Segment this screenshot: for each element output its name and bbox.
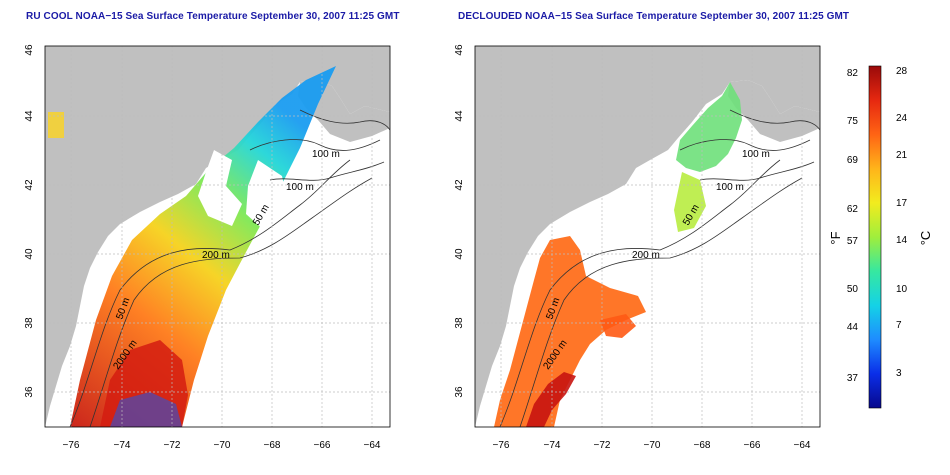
sst-georges-bank — [674, 172, 706, 232]
land-mass — [45, 46, 390, 427]
contour-label: 200 m — [632, 250, 660, 261]
contour-label: 100 m — [742, 149, 770, 160]
x-tick-label: −68 — [264, 440, 281, 451]
f-tick-label: 37 — [847, 373, 859, 384]
cloud-gap — [198, 150, 242, 226]
f-tick-label: 57 — [847, 236, 859, 247]
bathymetry-contour — [699, 161, 815, 181]
bathymetry-contour — [299, 109, 390, 131]
c-tick-label: 10 — [896, 284, 908, 295]
y-tick-label: 38 — [24, 317, 35, 329]
c-tick-label: 14 — [896, 235, 908, 246]
f-tick-label: 82 — [847, 68, 859, 79]
f-tick-label: 50 — [847, 284, 859, 295]
y-tick-label: 46 — [24, 44, 35, 56]
f-tick-label: 62 — [847, 204, 859, 215]
map-grid — [475, 46, 820, 427]
y-tick-label: 38 — [454, 317, 465, 329]
x-tick-label: −74 — [114, 440, 131, 451]
bathymetry-contour — [499, 159, 781, 427]
f-tick-label: 69 — [847, 155, 859, 166]
y-tick-label: 36 — [24, 386, 35, 398]
y-tick-label: 42 — [454, 179, 465, 191]
left-map-title: RU COOL NOAA−15 Sea Surface Temperature … — [26, 11, 400, 22]
y-tick-label: 42 — [24, 179, 35, 191]
sst-offshore-patch — [600, 314, 636, 338]
sst-gulf-of-maine — [676, 82, 742, 172]
land-nova-scotia — [728, 80, 820, 142]
colorbar-scale — [868, 65, 882, 409]
contour-label: 100 m — [312, 149, 340, 160]
x-tick-label: −72 — [164, 440, 181, 451]
x-tick-label: −74 — [544, 440, 561, 451]
sst-map-raw: 100 m 100 m 50 m 200 m 50 m 2000 m −76 −… — [24, 44, 391, 451]
land-mass — [475, 46, 820, 427]
right-map-title: DECLOUDED NOAA−15 Sea Surface Temperatur… — [458, 11, 850, 22]
x-tick-label: −64 — [364, 440, 381, 451]
y-tick-label: 40 — [24, 248, 35, 260]
sst-cold-patch — [110, 392, 182, 427]
cloud-gap — [246, 160, 290, 232]
bathymetry-contour — [249, 139, 381, 151]
sst-swath — [70, 66, 336, 427]
sst-hot-core — [526, 372, 576, 427]
small-island — [48, 112, 64, 138]
bathymetry-contour — [729, 109, 820, 131]
c-tick-label: 7 — [896, 320, 902, 331]
y-tick-label: 46 — [454, 44, 465, 56]
x-axis: −76 −74 −72 −70 −68 −66 −64 — [493, 440, 811, 451]
x-axis: −76 −74 −72 −70 −68 −66 −64 — [63, 440, 381, 451]
f-tick-label: 75 — [847, 116, 859, 127]
fahrenheit-ticks: 82 75 69 62 57 50 44 37 — [847, 68, 859, 384]
y-axis: 36 38 40 42 44 46 — [24, 44, 35, 398]
y-axis: 36 38 40 42 44 46 — [454, 44, 465, 398]
x-tick-label: −64 — [794, 440, 811, 451]
sst-warm-waters — [494, 236, 646, 427]
contour-label: 200 m — [202, 250, 230, 261]
x-tick-label: −76 — [63, 440, 80, 451]
x-tick-label: −66 — [314, 440, 331, 451]
c-tick-label: 17 — [896, 198, 908, 209]
c-tick-label: 24 — [896, 113, 908, 124]
bathymetry-contour — [679, 139, 811, 151]
y-tick-label: 44 — [454, 110, 465, 122]
celsius-ticks: 28 24 21 17 14 10 7 3 — [896, 66, 908, 379]
y-tick-label: 40 — [454, 248, 465, 260]
x-tick-label: −72 — [594, 440, 611, 451]
c-tick-label: 21 — [896, 150, 908, 161]
x-tick-label: −66 — [744, 440, 761, 451]
map-grid — [45, 46, 390, 427]
bathymetry-contour — [269, 161, 385, 181]
bathymetry-contour — [69, 159, 351, 427]
y-tick-label: 36 — [454, 386, 465, 398]
contour-label: 100 m — [716, 182, 744, 193]
fahrenheit-unit-label: °F — [828, 231, 843, 244]
c-tick-label: 3 — [896, 368, 902, 379]
sst-map-declouded: 100 m 100 m 50 m 200 m 50 m 2000 m −76 −… — [454, 44, 821, 451]
y-tick-label: 44 — [24, 110, 35, 122]
x-tick-label: −68 — [694, 440, 711, 451]
c-tick-label: 28 — [896, 66, 908, 77]
map-frame — [44, 45, 391, 428]
temperature-colorbar: 82 75 69 62 57 50 44 37 28 24 21 17 14 1… — [828, 65, 933, 409]
x-tick-label: −70 — [644, 440, 661, 451]
f-tick-label: 44 — [847, 322, 859, 333]
x-tick-label: −76 — [493, 440, 510, 451]
celsius-unit-label: °C — [918, 231, 933, 246]
x-tick-label: −70 — [214, 440, 231, 451]
contour-label: 100 m — [286, 182, 314, 193]
map-frame — [474, 45, 821, 428]
